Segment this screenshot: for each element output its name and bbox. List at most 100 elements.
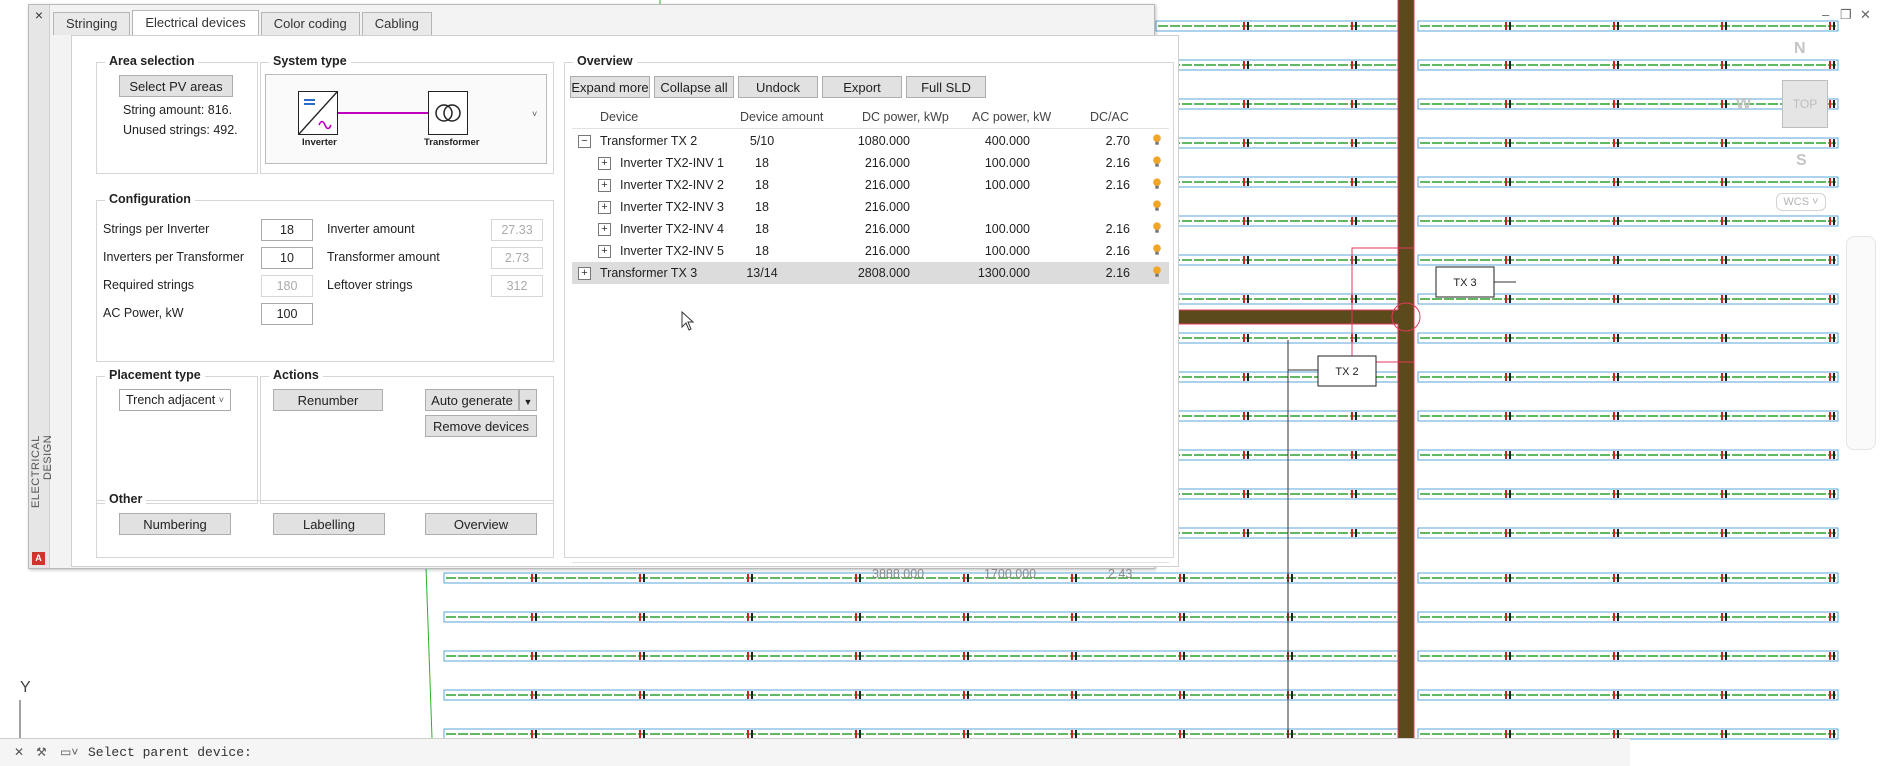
table-row[interactable]: + Inverter TX2-INV 4 18 216.000 100.000 2.16 (572, 218, 1169, 240)
tab-stringing[interactable]: Stringing (53, 12, 131, 35)
expand-icon[interactable]: + (578, 267, 591, 280)
pv-string-row (1417, 293, 1839, 305)
placement-type-title: Placement type (105, 368, 205, 382)
transformer-label: TX 2 (1335, 366, 1358, 378)
lightbulb-icon[interactable] (1152, 178, 1162, 190)
tab-electrical-devices[interactable]: Electrical devices (132, 10, 259, 35)
expand-icon[interactable]: + (598, 201, 611, 214)
pv-string-row (1417, 59, 1839, 71)
expand-icon[interactable]: + (598, 157, 611, 170)
expand-icon[interactable]: + (598, 245, 611, 258)
column-ac-power[interactable]: AC power, kW (972, 110, 1052, 124)
tab-color-coding[interactable]: Color coding (260, 12, 360, 35)
pv-string-row (1155, 20, 1399, 32)
close-icon[interactable]: ✕ (14, 745, 25, 759)
transformer-tx2-box[interactable]: TX 2 (1317, 355, 1377, 387)
pv-string-row (1155, 137, 1399, 149)
overview-button[interactable]: Overview (425, 513, 537, 535)
table-row[interactable]: + Inverter TX2-INV 5 18 216.000 100.000 2.16 (572, 240, 1169, 262)
system-type-dropdown-icon[interactable]: ˅ (532, 109, 538, 119)
cell-device-amount: 5/10 (749, 134, 775, 148)
command-line[interactable]: ✕ ⚒ ▭˅ Select parent device: (0, 738, 1630, 766)
pv-string-row (1155, 98, 1399, 110)
minimize-icon[interactable]: – (1822, 7, 1830, 22)
pv-string-row (1155, 176, 1399, 188)
column-dc-ac[interactable]: DC/AC (1090, 110, 1129, 124)
column-device-amount[interactable]: Device amount (740, 110, 824, 124)
pv-string-row (1155, 293, 1399, 305)
total-dc-ac: 2.43 (1108, 567, 1133, 581)
system-link-line (338, 112, 428, 114)
lightbulb-icon[interactable] (1152, 266, 1162, 278)
close-icon[interactable]: × (34, 7, 44, 23)
system-type-selector[interactable]: Inverter Transformer ˅ (265, 74, 547, 164)
tab-cabling[interactable]: Cabling (361, 12, 432, 35)
wcs-menu[interactable]: WCS ˅ (1776, 193, 1826, 211)
undock-button[interactable]: Undock (738, 76, 818, 98)
leftover-strings-label: Leftover strings (327, 278, 413, 292)
lightbulb-icon[interactable] (1152, 156, 1162, 168)
remove-devices-button[interactable]: Remove devices (425, 415, 537, 437)
compass-south: S (1796, 152, 1807, 169)
numbering-button[interactable]: Numbering (119, 513, 231, 535)
transformer-label: Transformer (424, 137, 480, 148)
full-sld-button[interactable]: Full SLD (906, 76, 986, 98)
pv-string-row (443, 650, 1399, 662)
restore-icon[interactable]: ❐ (1840, 7, 1852, 22)
column-dc-power[interactable]: DC power, kWp (862, 110, 949, 124)
pv-string-row (1417, 611, 1839, 623)
export-button[interactable]: Export (822, 76, 902, 98)
pv-string-row (1417, 215, 1839, 227)
view-cube[interactable]: TOP (1782, 80, 1828, 128)
placement-type-select[interactable]: Trench adjacent ˅ (119, 389, 231, 411)
trench-horizontal (1156, 310, 1406, 324)
cell-device-amount: 18 (755, 244, 769, 258)
select-pv-areas-button[interactable]: Select PV areas (119, 75, 233, 97)
collapse-icon[interactable]: − (578, 135, 591, 148)
lightbulb-icon[interactable] (1152, 134, 1162, 146)
strings-per-inverter-input[interactable]: 18 (261, 219, 313, 241)
pv-string-row (1417, 488, 1839, 500)
expand-more-button[interactable]: Expand more (570, 76, 650, 98)
table-row[interactable]: − Transformer TX 2 5/10 1080.000 400.000 2.70 (572, 130, 1169, 152)
renumber-button[interactable]: Renumber (273, 389, 383, 411)
ac-power-input[interactable]: 100 (261, 303, 313, 325)
expand-icon[interactable]: + (598, 223, 611, 236)
total-dc-power: 3888.000 (872, 567, 925, 581)
transformer-tx3-box[interactable]: TX 3 (1435, 266, 1495, 298)
compass-west: W (1736, 96, 1752, 113)
auto-generate-button[interactable]: Auto generate (425, 389, 519, 411)
table-row[interactable]: + Transformer TX 3 13/14 2808.000 1300.000 2.… (572, 262, 1169, 284)
boundary-line (425, 566, 433, 739)
auto-generate-dropdown-button[interactable]: ▼ (519, 389, 537, 411)
navigation-bar[interactable] (1846, 236, 1876, 450)
column-device[interactable]: Device (600, 110, 639, 124)
pv-string-row (1417, 410, 1839, 422)
lightbulb-icon[interactable] (1152, 222, 1162, 234)
command-icon[interactable]: ▭˅ (60, 745, 79, 759)
collapse-all-button[interactable]: Collapse all (654, 76, 734, 98)
labelling-button[interactable]: Labelling (273, 513, 385, 535)
table-row[interactable]: + Inverter TX2-INV 3 18 216.000 (572, 196, 1169, 218)
expand-icon[interactable]: + (598, 179, 611, 192)
leftover-strings-value: 312 (491, 275, 543, 297)
pv-string-row (443, 689, 1399, 701)
table-totals: 3888.000 1700.000 2.43 (572, 562, 1169, 585)
table-header: Device Device amount DC power, kWp AC po… (572, 106, 1169, 129)
close-viewport-icon[interactable]: ✕ (1860, 7, 1871, 22)
required-strings-label: Required strings (103, 278, 195, 292)
pv-string-row (1417, 332, 1839, 344)
tab-content: Area selection Select PV areas String am… (71, 35, 1179, 581)
table-row[interactable]: + Inverter TX2-INV 1 18 216.000 100.000 2.16 (572, 152, 1169, 174)
cell-device-amount: 18 (755, 200, 769, 214)
inverters-per-transformer-input[interactable]: 10 (261, 247, 313, 269)
lightbulb-icon[interactable] (1152, 200, 1162, 212)
table-row[interactable]: + Inverter TX2-INV 2 18 216.000 100.000 2.16 (572, 174, 1169, 196)
transformer-amount-value: 2.73 (491, 247, 543, 269)
cell-dc-ac (1070, 196, 1130, 218)
caret-down-icon: ▼ (523, 397, 533, 407)
lightbulb-icon[interactable] (1152, 244, 1162, 256)
actions-group: Actions Renumber Auto generate ▼ Remove … (260, 368, 554, 504)
wrench-icon[interactable]: ⚒ (36, 745, 47, 759)
